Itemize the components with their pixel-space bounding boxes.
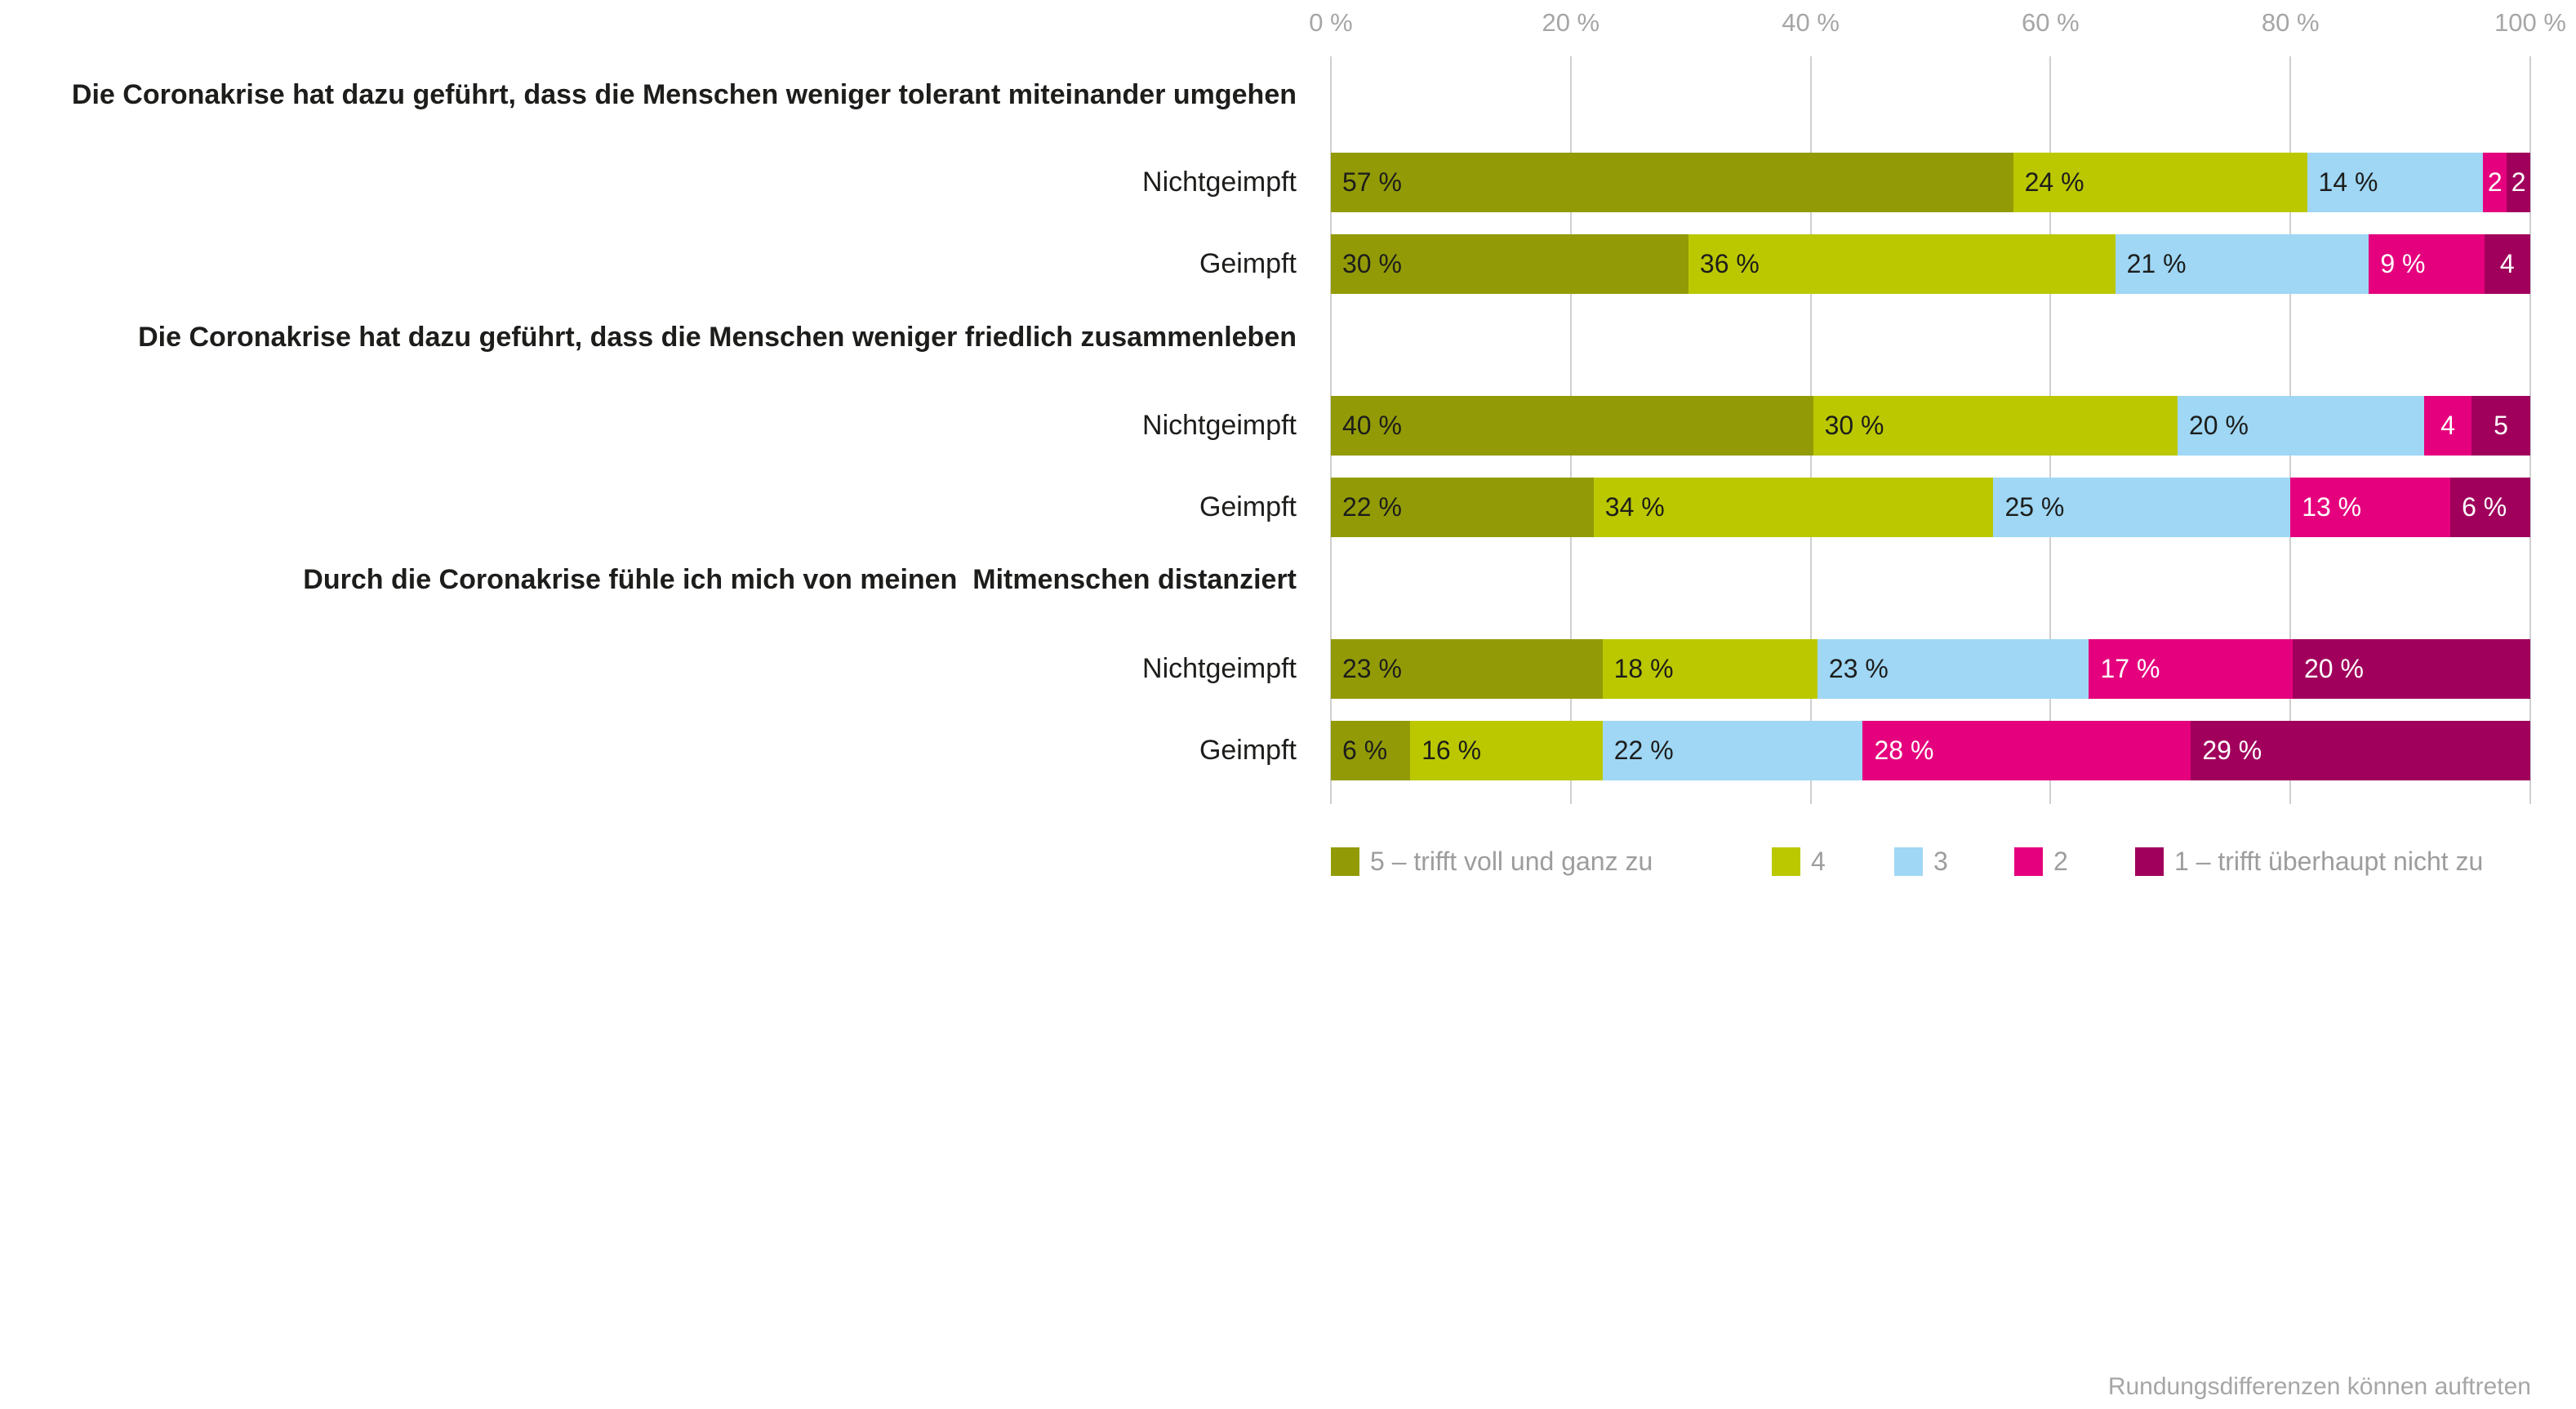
- bar-segment: 2: [2507, 153, 2530, 212]
- bar-segment: 30 %: [1813, 396, 2178, 456]
- bar-segment: 17 %: [2089, 639, 2293, 699]
- legend-label: 3: [1933, 847, 1948, 876]
- stacked-bar: 22 % 34 % 25 % 13 % 6 %: [1331, 478, 2530, 537]
- bar-segment: 16 %: [1410, 721, 1603, 780]
- legend-item: 1 – trifft überhaupt nicht zu: [2135, 847, 2483, 876]
- legend-swatch: [1331, 847, 1359, 876]
- bar-segment: 13 %: [2290, 478, 2451, 537]
- bar-segment: 9 %: [2369, 234, 2485, 294]
- row-label: Geimpft: [1199, 491, 1297, 522]
- x-axis-tick-label: 100 %: [2494, 8, 2566, 37]
- bar-segment-value-label: 16 %: [1421, 736, 1482, 765]
- bar-segment: 4: [2484, 234, 2531, 294]
- row-label: Geimpft: [1199, 735, 1297, 766]
- bar-segment: 5: [2471, 396, 2530, 456]
- bar-segment: 20 %: [2292, 639, 2530, 699]
- row-label: Geimpft: [1199, 248, 1297, 279]
- stacked-bar: 57 % 24 % 14 % 2 2: [1331, 153, 2530, 212]
- bar-segment-value-label: 13 %: [2302, 492, 2362, 522]
- legend-label: 1 – trifft überhaupt nicht zu: [2174, 847, 2484, 876]
- bar-segment-value-label: 23 %: [1342, 654, 1402, 683]
- stacked-bar: 6 % 16 % 22 % 28 % 29 %: [1331, 721, 2530, 780]
- bar-segment: 20 %: [2177, 396, 2425, 456]
- bar-segment: 25 %: [1993, 478, 2291, 537]
- bar-segment-value-label: 6 %: [1342, 736, 1388, 765]
- bar-segment: 30 %: [1331, 234, 1688, 294]
- legend-swatch: [1894, 847, 1923, 876]
- legend-item: 4: [1772, 847, 1826, 876]
- bar-segment-value-label: 21 %: [2126, 249, 2187, 278]
- bar-segment-value-label: 2: [2487, 167, 2503, 197]
- statement-heading: Die Coronakrise hat dazu geführt, dass d…: [138, 322, 1297, 353]
- bar-segment-value-label: 22 %: [1613, 736, 1674, 765]
- bar-segment-value-label: 57 %: [1342, 167, 1402, 197]
- bar-segment-value-label: 4: [2440, 411, 2455, 440]
- bar-segment: 36 %: [1688, 234, 2116, 294]
- bar-segment: 18 %: [1602, 639, 1817, 699]
- bar-segment-value-label: 14 %: [2318, 167, 2378, 197]
- bar-segment-value-label: 5: [2494, 411, 2508, 440]
- bar-segment-value-label: 30 %: [1342, 249, 1402, 278]
- stacked-bar: 23 % 18 % 23 % 17 % 20 %: [1331, 639, 2530, 699]
- bar-segment-value-label: 22 %: [1342, 492, 1402, 522]
- bar-segment: 6 %: [1331, 721, 1411, 780]
- row-label: Nichtgeimpft: [1142, 653, 1297, 684]
- bar-segment: 57 %: [1331, 153, 2013, 212]
- bar-segment: 28 %: [1862, 721, 2191, 780]
- bar-segment: 21 %: [2115, 234, 2369, 294]
- legend-swatch: [2135, 847, 2164, 876]
- bar-segment-value-label: 18 %: [1613, 654, 1674, 683]
- bar-segment-value-label: 9 %: [2380, 249, 2426, 278]
- bar-segment: 34 %: [1593, 478, 1994, 537]
- bar-segment-value-label: 24 %: [2024, 167, 2084, 197]
- bar-segment: 23 %: [1331, 639, 1603, 699]
- x-axis-tick-label: 40 %: [1782, 8, 1840, 37]
- bar-segment: 14 %: [2307, 153, 2484, 212]
- legend-item: 3: [1894, 847, 1948, 876]
- legend-item: 5 – trifft voll und ganz zu: [1331, 847, 1653, 876]
- bar-segment-value-label: 17 %: [2100, 654, 2160, 683]
- x-axis-tick-label: 80 %: [2261, 8, 2320, 37]
- bar-segment-value-label: 6 %: [2462, 492, 2507, 522]
- bar-segment-value-label: 34 %: [1604, 492, 1665, 522]
- legend-label: 5 – trifft voll und ganz zu: [1370, 847, 1653, 876]
- bar-segment-value-label: 28 %: [1874, 736, 1934, 765]
- bar-segment: 4: [2424, 396, 2471, 456]
- x-axis-tick-label: 0 %: [1309, 8, 1353, 37]
- bar-segment: 40 %: [1331, 396, 1813, 456]
- bar-segment-value-label: 25 %: [2004, 492, 2065, 522]
- bar-segment: 22 %: [1602, 721, 1863, 780]
- legend-swatch: [1772, 847, 1800, 876]
- bar-segment: 6 %: [2450, 478, 2530, 537]
- bar-segment: 29 %: [2191, 721, 2530, 780]
- bar-segment-value-label: 23 %: [1828, 654, 1889, 683]
- bar-segment-value-label: 4: [2499, 249, 2515, 278]
- x-axis-tick-label: 20 %: [1542, 8, 1600, 37]
- legend-label: 4: [1811, 847, 1826, 876]
- legend-swatch: [2014, 847, 2043, 876]
- bar-segment: 2: [2483, 153, 2507, 212]
- bar-segment-value-label: 20 %: [2188, 411, 2249, 440]
- stacked-bar: 40 % 30 % 20 % 4 5: [1331, 396, 2530, 456]
- legend-item: 2: [2014, 847, 2068, 876]
- stacked-bar: 30 % 36 % 21 % 9 % 4: [1331, 234, 2531, 294]
- bar-segment-value-label: 20 %: [2303, 654, 2364, 683]
- bar-segment-value-label: 29 %: [2202, 736, 2262, 765]
- statement-heading: Die Coronakrise hat dazu geführt, dass d…: [71, 79, 1297, 110]
- bar-segment: 23 %: [1817, 639, 2089, 699]
- legend-label: 2: [2053, 847, 2068, 876]
- row-label: Nichtgeimpft: [1142, 410, 1297, 441]
- bar-segment-value-label: 30 %: [1824, 411, 1884, 440]
- footnote: Rundungsdifferenzen können auftreten: [2107, 1373, 2531, 1400]
- bar-segment-value-label: 40 %: [1342, 411, 1402, 440]
- bar-segment-value-label: 2: [2511, 167, 2526, 197]
- row-label: Nichtgeimpft: [1142, 167, 1297, 198]
- bar-segment: 24 %: [2013, 153, 2307, 212]
- bar-segment: 22 %: [1331, 478, 1594, 537]
- bar-segment-value-label: 36 %: [1699, 249, 1760, 278]
- statement-heading: Durch die Coronakrise fühle ich mich von…: [303, 564, 1297, 595]
- x-axis-tick-label: 60 %: [2022, 8, 2080, 37]
- gridline: [2529, 56, 2531, 804]
